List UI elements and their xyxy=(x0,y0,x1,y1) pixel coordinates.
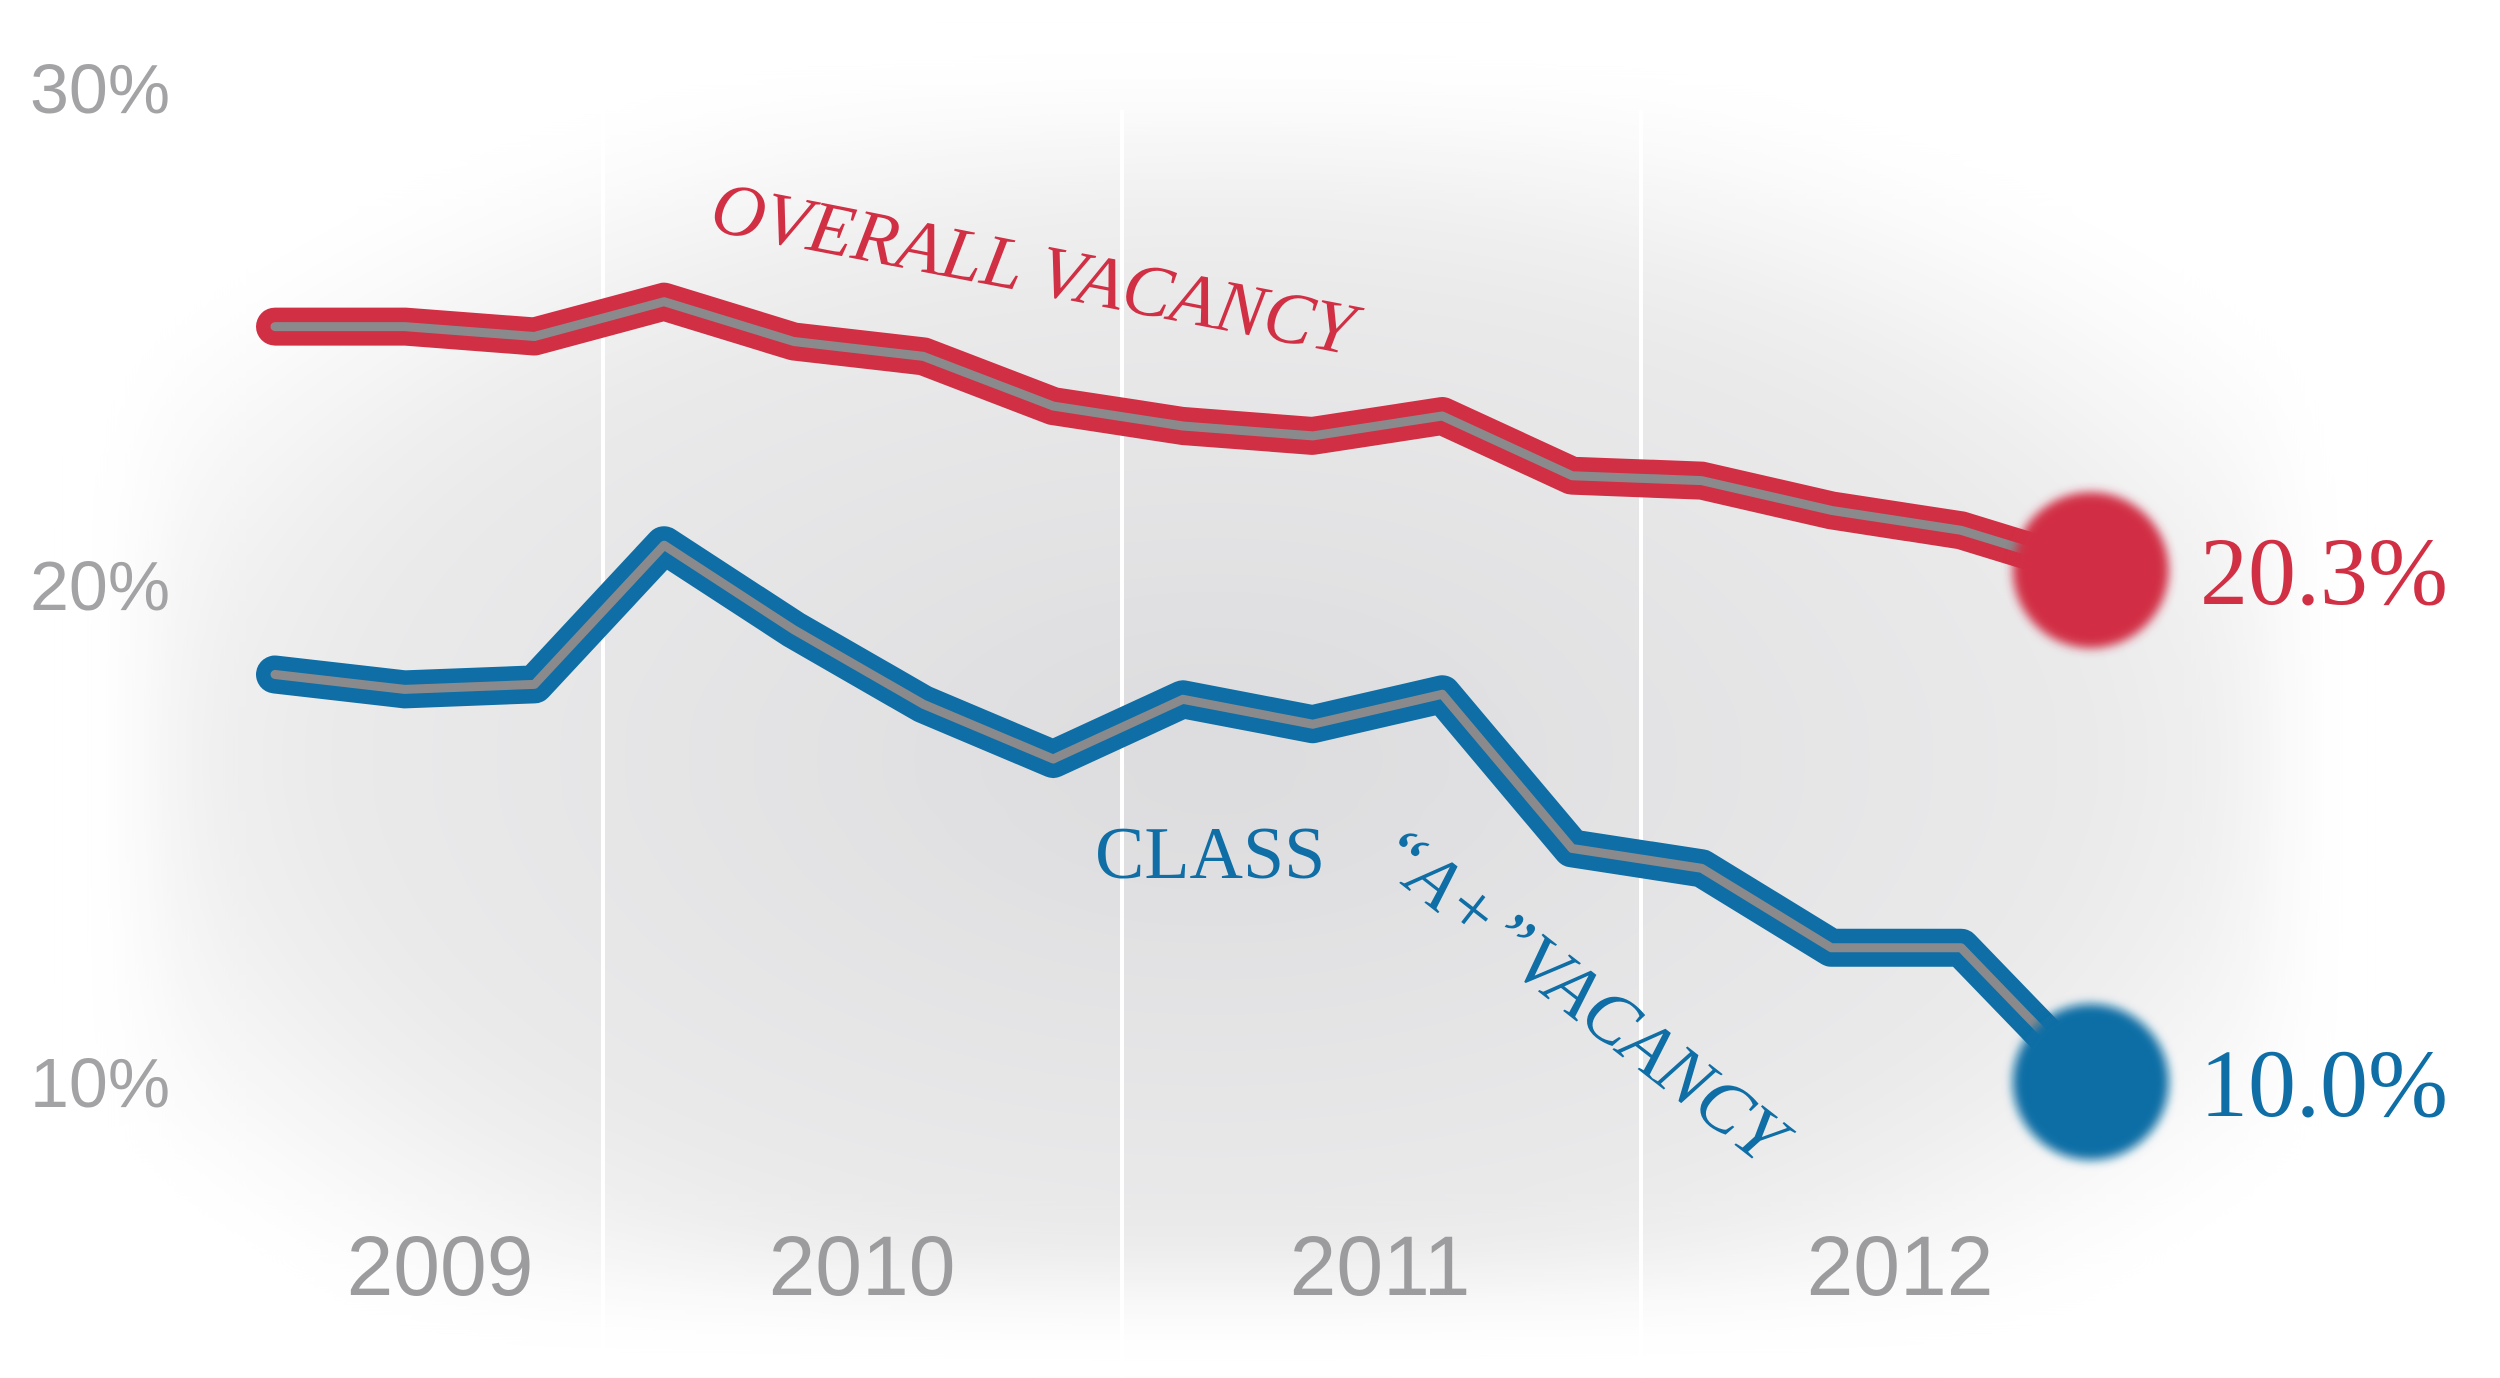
end-value-label: 20.3% xyxy=(2200,518,2448,625)
end-point-dot xyxy=(2012,1004,2169,1160)
series-overall: 20.3% xyxy=(256,282,2448,649)
series-line-inner xyxy=(270,540,2096,1087)
x-year-label: 2011 xyxy=(1290,1219,1471,1313)
end-point-dot xyxy=(2012,492,2169,649)
x-year-label: 2012 xyxy=(1807,1219,1994,1313)
y-tick-label: 10% xyxy=(30,1044,170,1122)
series-class-a-plus: 10.0% xyxy=(256,526,2448,1160)
end-value-label: 10.0% xyxy=(2200,1030,2448,1137)
series-line-inner xyxy=(270,297,2096,575)
series-lines: 20.3% 10.0% xyxy=(256,282,2448,1160)
y-tick-label: 20% xyxy=(30,547,170,625)
x-year-label: 2010 xyxy=(769,1219,956,1313)
x-axis-years: 2009 2010 2011 2012 xyxy=(347,1219,1994,1313)
y-axis-ticks: 30% 20% 10% xyxy=(30,50,170,1122)
class-label-part: CLASS xyxy=(1095,813,1325,895)
x-year-label: 2009 xyxy=(347,1219,534,1313)
y-tick-label: 30% xyxy=(30,50,170,128)
class-a-plus-vacancy-label: CLASS xyxy=(1095,813,1325,895)
